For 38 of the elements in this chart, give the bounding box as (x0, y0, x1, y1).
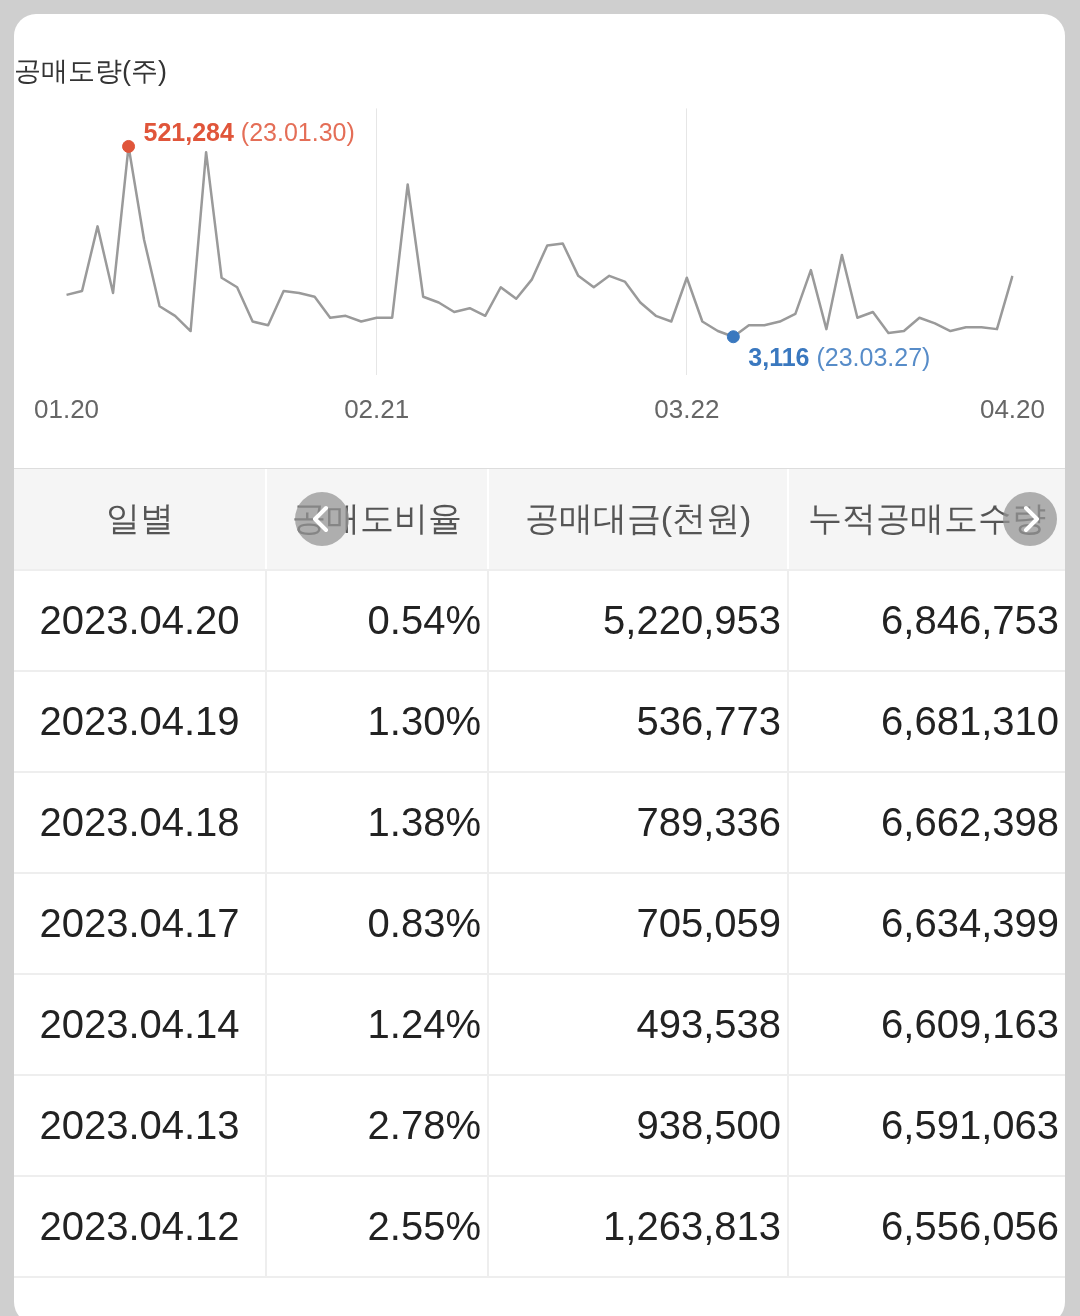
text: 3,116 (23.03.27) (748, 342, 931, 371)
x-tick-label: 01.20 (33, 393, 100, 424)
x-tick-label: 04.20 (979, 393, 1046, 424)
x-tick-label: 02.21 (344, 393, 410, 424)
text: 536,773 (636, 699, 781, 743)
text: 2.78% (367, 1103, 481, 1147)
text: 493,538 (636, 1002, 781, 1046)
text: 0.54% (367, 598, 481, 642)
text: 705,059 (636, 901, 781, 945)
text: 1.30% (367, 699, 481, 743)
text: 938,500 (636, 1103, 781, 1147)
category-label: 공매도비율 (267, 469, 489, 569)
text: 0.83% (367, 901, 481, 945)
text: 6,609,163 (881, 1002, 1059, 1046)
text: 2023.04.12 (39, 1204, 240, 1248)
text: 2023.04.18 (39, 800, 240, 844)
text: 1.38% (367, 800, 481, 844)
category-label: 공매대금(천원) (489, 469, 789, 569)
category-label: 일별 (14, 469, 267, 569)
text: 2023.04.20 (39, 598, 240, 642)
x-tick-label: 03.22 (654, 393, 720, 424)
text: 521,284 (23.01.30) (143, 118, 355, 147)
text: 6,591,063 (881, 1103, 1059, 1147)
text: 1.24% (367, 1002, 481, 1046)
text: 6,556,056 (881, 1204, 1059, 1248)
text: 2.55% (367, 1204, 481, 1248)
text: 2023.04.13 (39, 1103, 240, 1147)
text: 2023.04.14 (39, 1002, 240, 1046)
text: 6,846,753 (881, 598, 1059, 642)
text: 5,220,953 (603, 598, 781, 642)
text: 789,336 (636, 800, 781, 844)
text: 2023.04.17 (39, 901, 240, 945)
text: 1,263,813 (603, 1204, 781, 1248)
text: 6,662,398 (881, 800, 1059, 844)
text: 6,681,310 (881, 699, 1059, 743)
text: 6,634,399 (881, 901, 1059, 945)
chart-title: 공매도량(주) (14, 55, 167, 86)
text: 2023.04.19 (39, 699, 240, 743)
